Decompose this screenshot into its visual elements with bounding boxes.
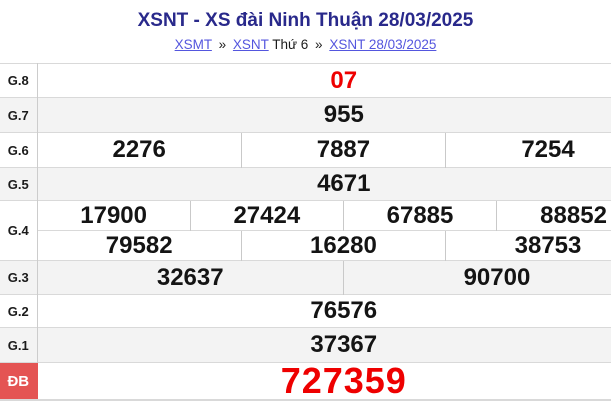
prize-label-g7: G.7 <box>0 97 38 133</box>
prize-row-g3: G.3 32637 90700 <box>0 260 611 295</box>
breadcrumb-weekday: Thứ 6 <box>272 37 309 52</box>
prize-number-g4-3: 67885 <box>342 200 497 231</box>
prize-row-g6: G.6 2276 7887 7254 <box>0 132 611 168</box>
prize-label-g6: G.6 <box>0 132 38 168</box>
prize-number-g4-4: 88852 <box>496 200 611 231</box>
prize-row-db: ĐB 727359 <box>0 362 611 400</box>
prize-number-g4-2: 27424 <box>189 200 344 231</box>
prize-row-g4-line2: 79582 16280 38753 <box>0 230 611 261</box>
prize-row-g2: G.2 76576 <box>0 294 611 328</box>
prize-row-g5: G.5 4671 <box>0 167 611 201</box>
prize-label-g3: G.3 <box>0 260 38 295</box>
prize-number-g4-5: 79582 <box>37 230 242 261</box>
breadcrumb-separator: » <box>315 37 323 52</box>
breadcrumb-link-date[interactable]: XSNT 28/03/2025 <box>329 37 437 52</box>
prize-label-g1: G.1 <box>0 327 38 363</box>
results-table-container: G.8 07 G.7 955 G.6 2276 7887 7254 G.5 46… <box>0 63 611 401</box>
prize-number-g6-1: 2276 <box>37 132 242 168</box>
prize-label-g2: G.2 <box>0 294 38 328</box>
prize-number-g6-2: 7887 <box>240 132 446 168</box>
prize-number-g5: 4671 <box>37 167 611 201</box>
prize-row-g7: G.7 955 <box>0 97 611 133</box>
page-header: XSNT - XS đài Ninh Thuận 28/03/2025 XSMT… <box>0 0 611 54</box>
prize-number-g4-6: 16280 <box>240 230 446 261</box>
prize-number-g1: 37367 <box>37 327 611 363</box>
prize-number-g3-1: 32637 <box>37 260 344 295</box>
breadcrumb-separator: » <box>218 37 227 52</box>
prize-number-g3-2: 90700 <box>342 260 611 295</box>
prize-number-g7: 955 <box>37 97 611 133</box>
prize-number-db: 727359 <box>37 362 611 400</box>
prize-number-g6-3: 7254 <box>445 132 611 168</box>
prize-row-g8: G.8 07 <box>0 63 611 98</box>
prize-number-g4-1: 17900 <box>37 200 191 231</box>
prize-number-g4-7: 38753 <box>445 230 611 261</box>
prize-label-g5: G.5 <box>0 167 38 201</box>
prize-row-g4-line1: G.4 17900 27424 67885 88852 <box>0 200 611 261</box>
breadcrumb-link-xsnt[interactable]: XSNT <box>232 37 269 52</box>
prize-label-db: ĐB <box>0 362 38 400</box>
prize-row-g1: G.1 37367 <box>0 327 611 363</box>
breadcrumb-link-xsmt[interactable]: XSMT <box>174 37 212 52</box>
prize-number-g8: 07 <box>37 63 611 98</box>
results-table: G.8 07 G.7 955 G.6 2276 7887 7254 G.5 46… <box>0 63 611 401</box>
breadcrumb: XSMT » XSNT Thứ 6 » XSNT 28/03/2025 <box>0 36 611 54</box>
prize-label-g8: G.8 <box>0 63 38 98</box>
prize-number-g2: 76576 <box>37 294 611 328</box>
prize-label-g4: G.4 <box>0 200 38 261</box>
page-title: XSNT - XS đài Ninh Thuận 28/03/2025 <box>137 10 474 31</box>
